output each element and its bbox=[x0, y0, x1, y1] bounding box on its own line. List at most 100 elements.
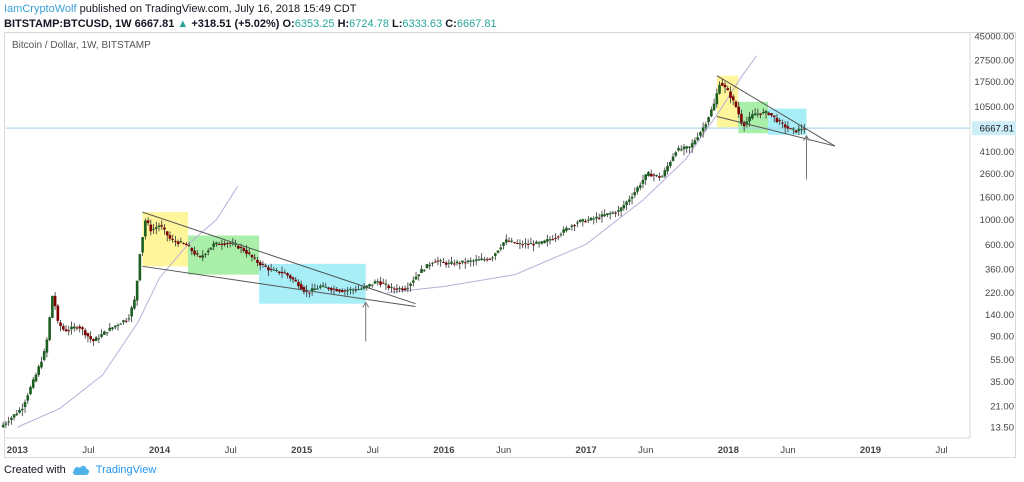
candle-body-113 bbox=[310, 288, 314, 292]
candle-body-271 bbox=[742, 122, 746, 127]
candle-body-143 bbox=[392, 288, 396, 290]
trendline-1 bbox=[142, 265, 416, 308]
candle-body-218 bbox=[597, 217, 601, 219]
x-tick-label: Jun bbox=[496, 445, 511, 456]
candle-body-9 bbox=[26, 395, 30, 401]
x-tick-label: Jun bbox=[780, 445, 795, 456]
candle-body-121 bbox=[332, 288, 336, 290]
candle-body-29 bbox=[81, 327, 84, 330]
up-arrow-icon: ▲ bbox=[177, 18, 189, 30]
candle-body-84 bbox=[231, 243, 235, 245]
candle-body-74 bbox=[204, 253, 207, 255]
candle-body-30 bbox=[83, 330, 87, 336]
candle-body-47 bbox=[130, 307, 133, 317]
candle-body-44 bbox=[122, 320, 125, 323]
candle-body-292 bbox=[800, 129, 803, 131]
candle-body-246 bbox=[674, 152, 678, 156]
candle-body-98 bbox=[269, 268, 273, 270]
y-tick-label: 1600.00 bbox=[980, 192, 1014, 203]
symbol-label: BITSTAMP:BTCUSD, 1W bbox=[4, 18, 132, 30]
candle-body-233 bbox=[638, 185, 642, 188]
candle-body-216 bbox=[592, 218, 596, 220]
candle-body-31 bbox=[86, 333, 90, 337]
candle-body-40 bbox=[111, 327, 114, 329]
candle-body-171 bbox=[469, 260, 473, 262]
candle-body-116 bbox=[319, 286, 322, 288]
candle-body-221 bbox=[606, 213, 609, 216]
x-tick-label: 2017 bbox=[576, 445, 597, 456]
candle-body-42 bbox=[116, 324, 120, 326]
candle-body-13 bbox=[37, 366, 41, 375]
tradingview-cloud-icon[interactable] bbox=[72, 464, 90, 476]
candle-body-174 bbox=[477, 259, 481, 261]
candle-body-283 bbox=[775, 117, 779, 123]
x-tick-label: 2016 bbox=[433, 445, 454, 456]
candle-body-193 bbox=[529, 243, 533, 245]
candle-body-198 bbox=[543, 240, 546, 243]
candle-body-177 bbox=[485, 259, 489, 261]
candle-body-200 bbox=[548, 239, 552, 241]
candle-body-82 bbox=[226, 243, 229, 245]
last-price: 6667.81 bbox=[134, 18, 175, 30]
candle-body-263 bbox=[720, 82, 724, 86]
highlight-box-0 bbox=[142, 212, 188, 267]
candle-body-211 bbox=[578, 220, 582, 222]
candle-body-270 bbox=[740, 113, 743, 124]
candle-body-39 bbox=[108, 327, 112, 331]
candle-body-15 bbox=[42, 351, 46, 361]
y-tick-label: 600.00 bbox=[985, 240, 1014, 251]
candle-body-160 bbox=[439, 260, 442, 262]
candle-body-253 bbox=[693, 140, 697, 144]
candle-body-114 bbox=[313, 288, 317, 291]
candle-body-65 bbox=[179, 241, 183, 243]
tradingview-brand-link[interactable]: TradingView bbox=[95, 464, 157, 476]
candle-body-163 bbox=[447, 262, 451, 264]
candle-body-48 bbox=[133, 299, 136, 309]
candle-body-108 bbox=[297, 281, 300, 287]
candle-body-264 bbox=[723, 84, 727, 88]
candle-body-133 bbox=[365, 285, 369, 288]
candle-body-155 bbox=[425, 264, 429, 269]
candle-body-194 bbox=[532, 243, 535, 246]
candle-body-273 bbox=[748, 116, 751, 122]
candle-body-35 bbox=[97, 338, 101, 340]
candle-body-51 bbox=[141, 237, 144, 253]
candle-body-95 bbox=[261, 263, 265, 265]
trendline-2 bbox=[716, 75, 836, 147]
low-label: L: bbox=[392, 18, 403, 30]
candle-body-92 bbox=[253, 257, 257, 259]
candle-body-226 bbox=[619, 207, 623, 212]
candle-body-223 bbox=[611, 212, 615, 214]
candle-body-23 bbox=[64, 329, 68, 332]
candle-body-41 bbox=[113, 325, 117, 328]
published-text: published on TradingView.com, July 16, 2… bbox=[79, 3, 357, 15]
candle-body-256 bbox=[701, 127, 705, 132]
candle-body-274 bbox=[751, 114, 754, 119]
trendline-3 bbox=[716, 115, 836, 147]
candle-body-291 bbox=[797, 128, 801, 131]
candle-body-27 bbox=[75, 327, 79, 329]
candle-body-217 bbox=[595, 216, 598, 219]
y-tick-label: 360.00 bbox=[985, 264, 1014, 275]
candle-body-275 bbox=[753, 113, 757, 116]
y-tick-label: 55.00 bbox=[990, 355, 1014, 366]
candle-body-64 bbox=[176, 241, 180, 245]
candle-body-117 bbox=[321, 285, 325, 287]
candle-body-181 bbox=[496, 250, 500, 253]
author-link[interactable]: IamCryptoWolf bbox=[4, 3, 77, 15]
up-arrow-head-0 bbox=[362, 301, 370, 308]
candle-body-66 bbox=[182, 243, 185, 245]
chart-frame[interactable] bbox=[4, 32, 1016, 458]
candle-body-154 bbox=[422, 270, 426, 272]
candle-body-16 bbox=[45, 339, 49, 353]
candle-body-18 bbox=[51, 296, 54, 318]
close-value: 6667.81 bbox=[456, 18, 497, 30]
candle-body-147 bbox=[403, 288, 407, 291]
candle-body-286 bbox=[783, 124, 787, 128]
candle-body-80 bbox=[220, 243, 224, 245]
candle-body-277 bbox=[759, 113, 762, 115]
candle-body-20 bbox=[56, 305, 60, 321]
candle-body-71 bbox=[195, 253, 199, 255]
candle-body-176 bbox=[483, 259, 486, 261]
